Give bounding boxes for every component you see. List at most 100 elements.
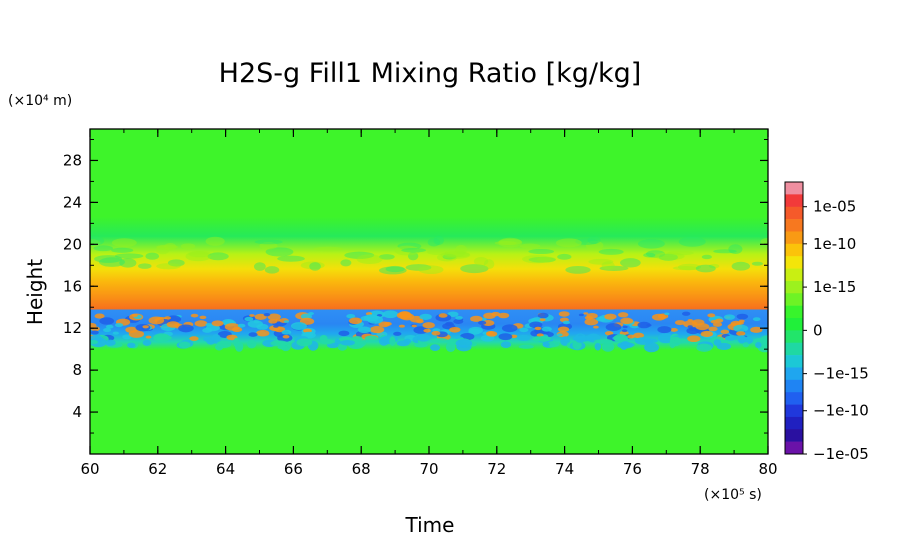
colorbar-swatch [785, 392, 803, 405]
field-wave [207, 252, 229, 261]
field-background [90, 129, 768, 454]
field-speck [541, 326, 552, 332]
field-speck [470, 315, 483, 322]
field-wave [418, 265, 444, 275]
field-edge [142, 339, 152, 346]
field-wave [672, 266, 700, 271]
field-speck [584, 318, 599, 326]
field-wave [460, 264, 489, 274]
field-speck [501, 324, 518, 333]
field-wave [405, 264, 432, 271]
colorbar-swatch [785, 342, 803, 356]
field-speck [398, 324, 405, 328]
field-speck [247, 320, 264, 328]
field-speck [605, 323, 622, 331]
field-speck [190, 313, 199, 318]
field-speck [357, 326, 371, 334]
field-speck [90, 322, 97, 329]
field-speck [256, 329, 270, 337]
y-tick-label: 28 [63, 151, 82, 169]
field-speck [383, 321, 392, 326]
field-speck [657, 326, 672, 334]
field-speck [733, 324, 749, 333]
x-tick-label: 68 [352, 460, 371, 478]
field-edge [455, 338, 473, 349]
colorbar: 1e-05 1e-10 1e-15 0 −1e-15 −1e-10 −1e-05 [784, 181, 869, 463]
field-speck [498, 312, 510, 319]
field-speck [750, 326, 763, 333]
field-wave [156, 244, 179, 250]
field-wave [557, 253, 572, 260]
field-wave [587, 236, 601, 245]
field-speck [370, 326, 385, 334]
field-speck [268, 319, 278, 324]
field-speck [249, 314, 255, 317]
field-wave [555, 238, 582, 248]
field-wave [575, 238, 599, 245]
y-tick-label: 8 [72, 361, 82, 379]
field-speck [681, 311, 691, 316]
field-speck [519, 327, 529, 333]
field-wave [442, 254, 457, 260]
field-wave [180, 243, 196, 250]
field-wave [156, 245, 170, 255]
chart-title: H2S-g Fill1 Mixing Ratio [kg/kg] [219, 58, 642, 89]
field-speck [445, 321, 454, 327]
field-edge [613, 334, 628, 343]
field-edge [430, 344, 441, 352]
field-speck [620, 317, 634, 325]
field-wave [394, 245, 420, 256]
field-edge [340, 339, 355, 346]
field-edge [560, 336, 570, 346]
field-wave [188, 250, 212, 258]
field-wave [695, 264, 716, 273]
field-wave [667, 250, 694, 256]
field-speck [205, 322, 213, 327]
field-wave [254, 239, 283, 245]
x-tick-label: 62 [148, 460, 167, 478]
field-speck [695, 323, 710, 331]
field-wave [300, 261, 325, 270]
field-edge [742, 342, 750, 348]
field-speck [736, 313, 749, 320]
field-speck [622, 325, 628, 329]
field-wave [340, 259, 352, 267]
field-speck [438, 313, 448, 318]
field-speck [237, 323, 246, 328]
colorbar-label: 1e-15 [813, 278, 856, 296]
field-speck [189, 336, 199, 341]
field-speck [556, 333, 563, 337]
field-speck [627, 334, 635, 339]
x-tick-label: 76 [623, 460, 642, 478]
field-speck [712, 322, 723, 327]
field-wave [138, 263, 152, 269]
field-wave [637, 239, 665, 249]
field-speck [202, 327, 213, 333]
field-speck [455, 315, 463, 320]
field-speck [419, 313, 432, 320]
field-edge [296, 338, 313, 347]
field-wave [427, 238, 441, 247]
field-wave [483, 259, 495, 270]
field-speck [254, 313, 267, 320]
field-speck [145, 335, 152, 339]
field-speck [539, 318, 546, 322]
field-speck [281, 329, 292, 335]
y-axis-label: Height [23, 259, 47, 325]
field-wave [643, 252, 656, 258]
colorbar-swatch [785, 206, 803, 220]
field-speck [700, 330, 714, 338]
field-speck [593, 325, 599, 329]
field-speck [142, 325, 149, 329]
field-edge [516, 334, 531, 341]
field-wave [494, 241, 517, 246]
field-speck [166, 321, 180, 328]
field-edge [127, 342, 136, 349]
x-tick-label: 74 [555, 460, 574, 478]
field-speck [670, 328, 678, 332]
field-speck [584, 315, 593, 320]
field-speck [715, 318, 724, 323]
field-wave [751, 261, 763, 266]
field-wave [585, 240, 604, 251]
colorbar-swatch [785, 367, 803, 381]
